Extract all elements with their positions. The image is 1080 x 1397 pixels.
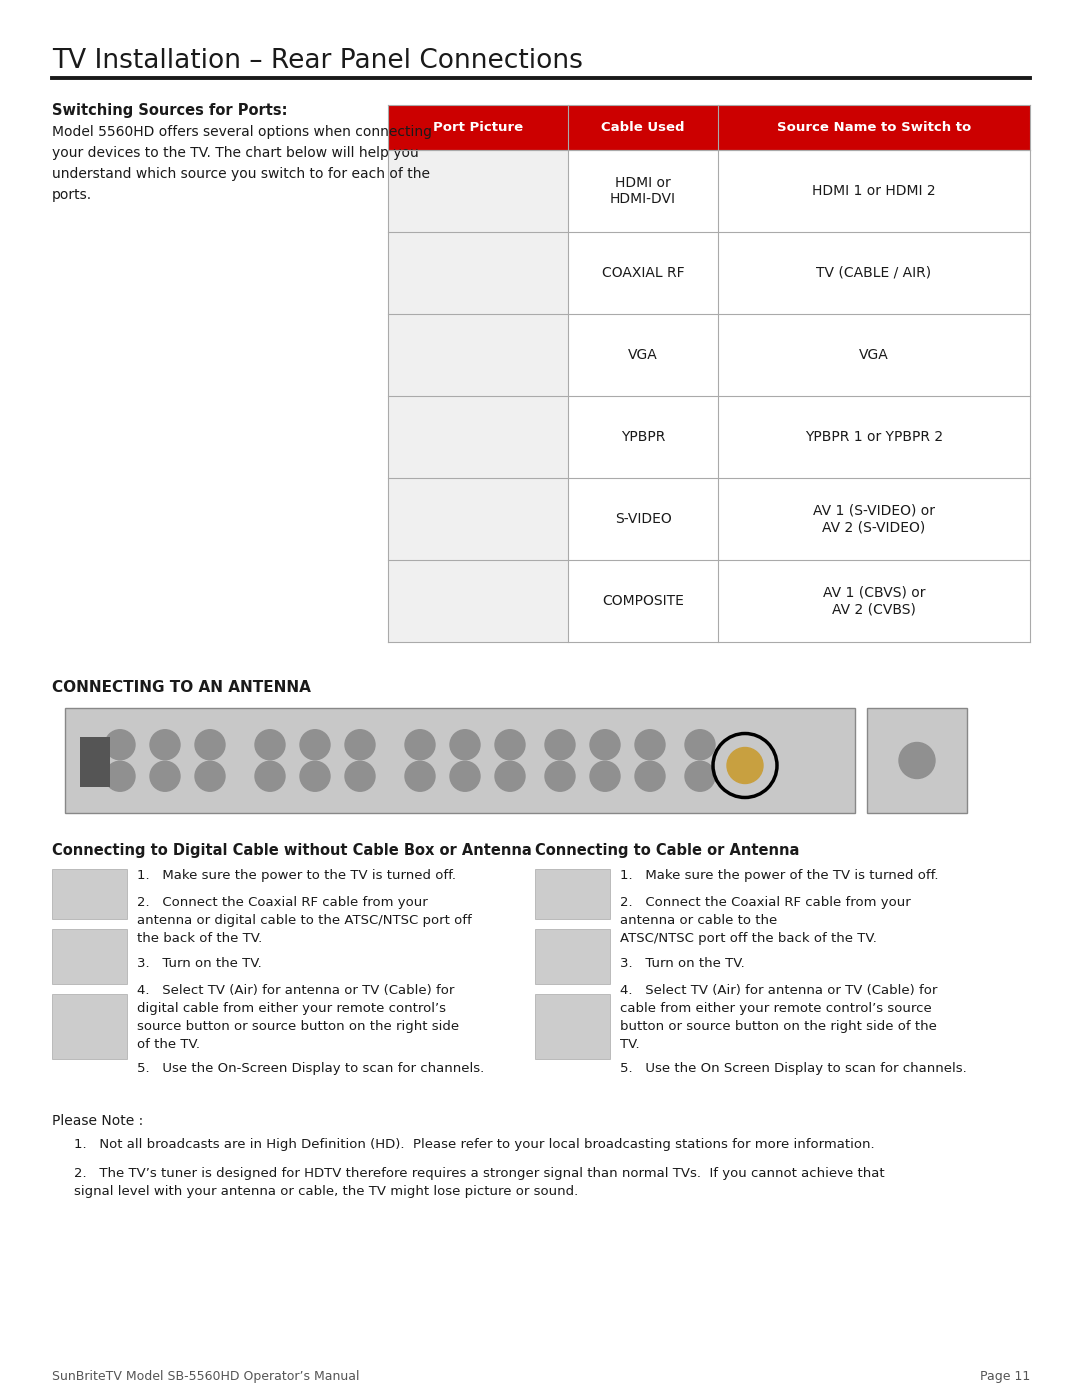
Text: Source Name to Switch to: Source Name to Switch to — [777, 122, 971, 134]
Text: AV 1 (S-VIDEO) or
AV 2 (S-VIDEO): AV 1 (S-VIDEO) or AV 2 (S-VIDEO) — [813, 504, 935, 534]
Text: Model 5560HD offers several options when connecting
your devices to the TV. The : Model 5560HD offers several options when… — [52, 124, 432, 203]
Text: S-VIDEO: S-VIDEO — [615, 511, 672, 527]
Bar — [535, 869, 610, 919]
Circle shape — [727, 747, 762, 784]
Text: HDMI or
HDMI-DVI: HDMI or HDMI-DVI — [610, 176, 676, 207]
Circle shape — [150, 729, 180, 760]
Text: AV 1 (CBVS) or
AV 2 (CVBS): AV 1 (CBVS) or AV 2 (CVBS) — [823, 585, 926, 616]
Circle shape — [685, 729, 715, 760]
Circle shape — [195, 729, 225, 760]
Bar — [718, 395, 1030, 478]
Text: TV (CABLE / AIR): TV (CABLE / AIR) — [816, 265, 932, 279]
Bar — [535, 995, 610, 1059]
Text: COMPOSITE: COMPOSITE — [602, 594, 684, 608]
Bar — [568, 478, 718, 560]
Bar — [388, 314, 568, 395]
Text: CONNECTING TO AN ANTENNA: CONNECTING TO AN ANTENNA — [52, 680, 311, 694]
Bar — [718, 149, 1030, 232]
Bar — [52, 995, 127, 1059]
Circle shape — [590, 761, 620, 791]
Text: 5.   Use the On Screen Display to scan for channels.: 5. Use the On Screen Display to scan for… — [620, 1062, 967, 1076]
Text: Page 11: Page 11 — [980, 1370, 1030, 1383]
Text: YPBPR: YPBPR — [621, 430, 665, 444]
Text: SunBriteTV Model SB-5560HD Operator’s Manual: SunBriteTV Model SB-5560HD Operator’s Ma… — [52, 1370, 360, 1383]
Bar — [388, 149, 568, 232]
Circle shape — [345, 729, 375, 760]
Text: Cable Used: Cable Used — [602, 122, 685, 134]
Circle shape — [635, 761, 665, 791]
Bar — [535, 929, 610, 983]
Text: 3.   Turn on the TV.: 3. Turn on the TV. — [137, 957, 261, 970]
Text: VGA: VGA — [859, 348, 889, 362]
Circle shape — [255, 761, 285, 791]
Text: Switching Sources for Ports:: Switching Sources for Ports: — [52, 103, 287, 117]
Text: VGA: VGA — [629, 348, 658, 362]
Text: HDMI 1 or HDMI 2: HDMI 1 or HDMI 2 — [812, 184, 935, 198]
Bar — [388, 478, 568, 560]
Bar — [718, 560, 1030, 643]
Circle shape — [899, 742, 935, 778]
Circle shape — [545, 761, 575, 791]
Text: Please Note :: Please Note : — [52, 1113, 144, 1127]
Circle shape — [685, 761, 715, 791]
Circle shape — [450, 729, 480, 760]
Text: 3.   Turn on the TV.: 3. Turn on the TV. — [620, 957, 745, 970]
Circle shape — [495, 761, 525, 791]
Circle shape — [590, 729, 620, 760]
Bar — [52, 929, 127, 983]
Bar — [568, 395, 718, 478]
Circle shape — [405, 729, 435, 760]
Bar — [388, 232, 568, 314]
Circle shape — [300, 729, 330, 760]
Circle shape — [255, 729, 285, 760]
Bar — [718, 478, 1030, 560]
Bar — [568, 149, 718, 232]
Bar — [568, 314, 718, 395]
Text: 2.   Connect the Coaxial RF cable from your
antenna or cable to the
ATSC/NTSC po: 2. Connect the Coaxial RF cable from you… — [620, 895, 910, 944]
Bar — [388, 395, 568, 478]
Bar — [52, 869, 127, 919]
Bar — [718, 314, 1030, 395]
Text: 4.   Select TV (Air) for antenna or TV (Cable) for
cable from either your remote: 4. Select TV (Air) for antenna or TV (Ca… — [620, 983, 937, 1051]
Text: 5.   Use the On-Screen Display to scan for channels.: 5. Use the On-Screen Display to scan for… — [137, 1062, 484, 1076]
Text: 4.   Select TV (Air) for antenna or TV (Cable) for
digital cable from either you: 4. Select TV (Air) for antenna or TV (Ca… — [137, 983, 459, 1051]
Text: 1.   Make sure the power to the TV is turned off.: 1. Make sure the power to the TV is turn… — [137, 869, 456, 882]
Circle shape — [105, 729, 135, 760]
Circle shape — [105, 761, 135, 791]
Text: 2.   Connect the Coaxial RF cable from your
antenna or digital cable to the ATSC: 2. Connect the Coaxial RF cable from you… — [137, 895, 472, 944]
Circle shape — [195, 761, 225, 791]
Circle shape — [150, 761, 180, 791]
Text: TV Installation – Rear Panel Connections: TV Installation – Rear Panel Connections — [52, 47, 583, 74]
Circle shape — [450, 761, 480, 791]
Circle shape — [300, 761, 330, 791]
Text: Connecting to Cable or Antenna: Connecting to Cable or Antenna — [535, 842, 799, 858]
Circle shape — [345, 761, 375, 791]
Text: Connecting to Digital Cable without Cable Box or Antenna: Connecting to Digital Cable without Cabl… — [52, 842, 531, 858]
Text: Port Picture: Port Picture — [433, 122, 523, 134]
Bar — [388, 560, 568, 643]
Bar — [718, 232, 1030, 314]
Bar — [388, 105, 1030, 149]
Text: 1.   Not all broadcasts are in High Definition (HD).  Please refer to your local: 1. Not all broadcasts are in High Defini… — [75, 1139, 875, 1151]
Bar — [80, 736, 110, 787]
Text: COAXIAL RF: COAXIAL RF — [602, 265, 685, 279]
Circle shape — [635, 729, 665, 760]
Text: 2.   The TV’s tuner is designed for HDTV therefore requires a stronger signal th: 2. The TV’s tuner is designed for HDTV t… — [75, 1166, 885, 1199]
Bar — [568, 232, 718, 314]
Text: 1.   Make sure the power of the TV is turned off.: 1. Make sure the power of the TV is turn… — [620, 869, 939, 882]
Circle shape — [545, 729, 575, 760]
Circle shape — [405, 761, 435, 791]
Bar — [388, 105, 1030, 643]
Bar — [568, 560, 718, 643]
Bar — [867, 708, 967, 813]
Circle shape — [495, 729, 525, 760]
Bar — [65, 708, 855, 813]
Text: YPBPR 1 or YPBPR 2: YPBPR 1 or YPBPR 2 — [805, 430, 943, 444]
